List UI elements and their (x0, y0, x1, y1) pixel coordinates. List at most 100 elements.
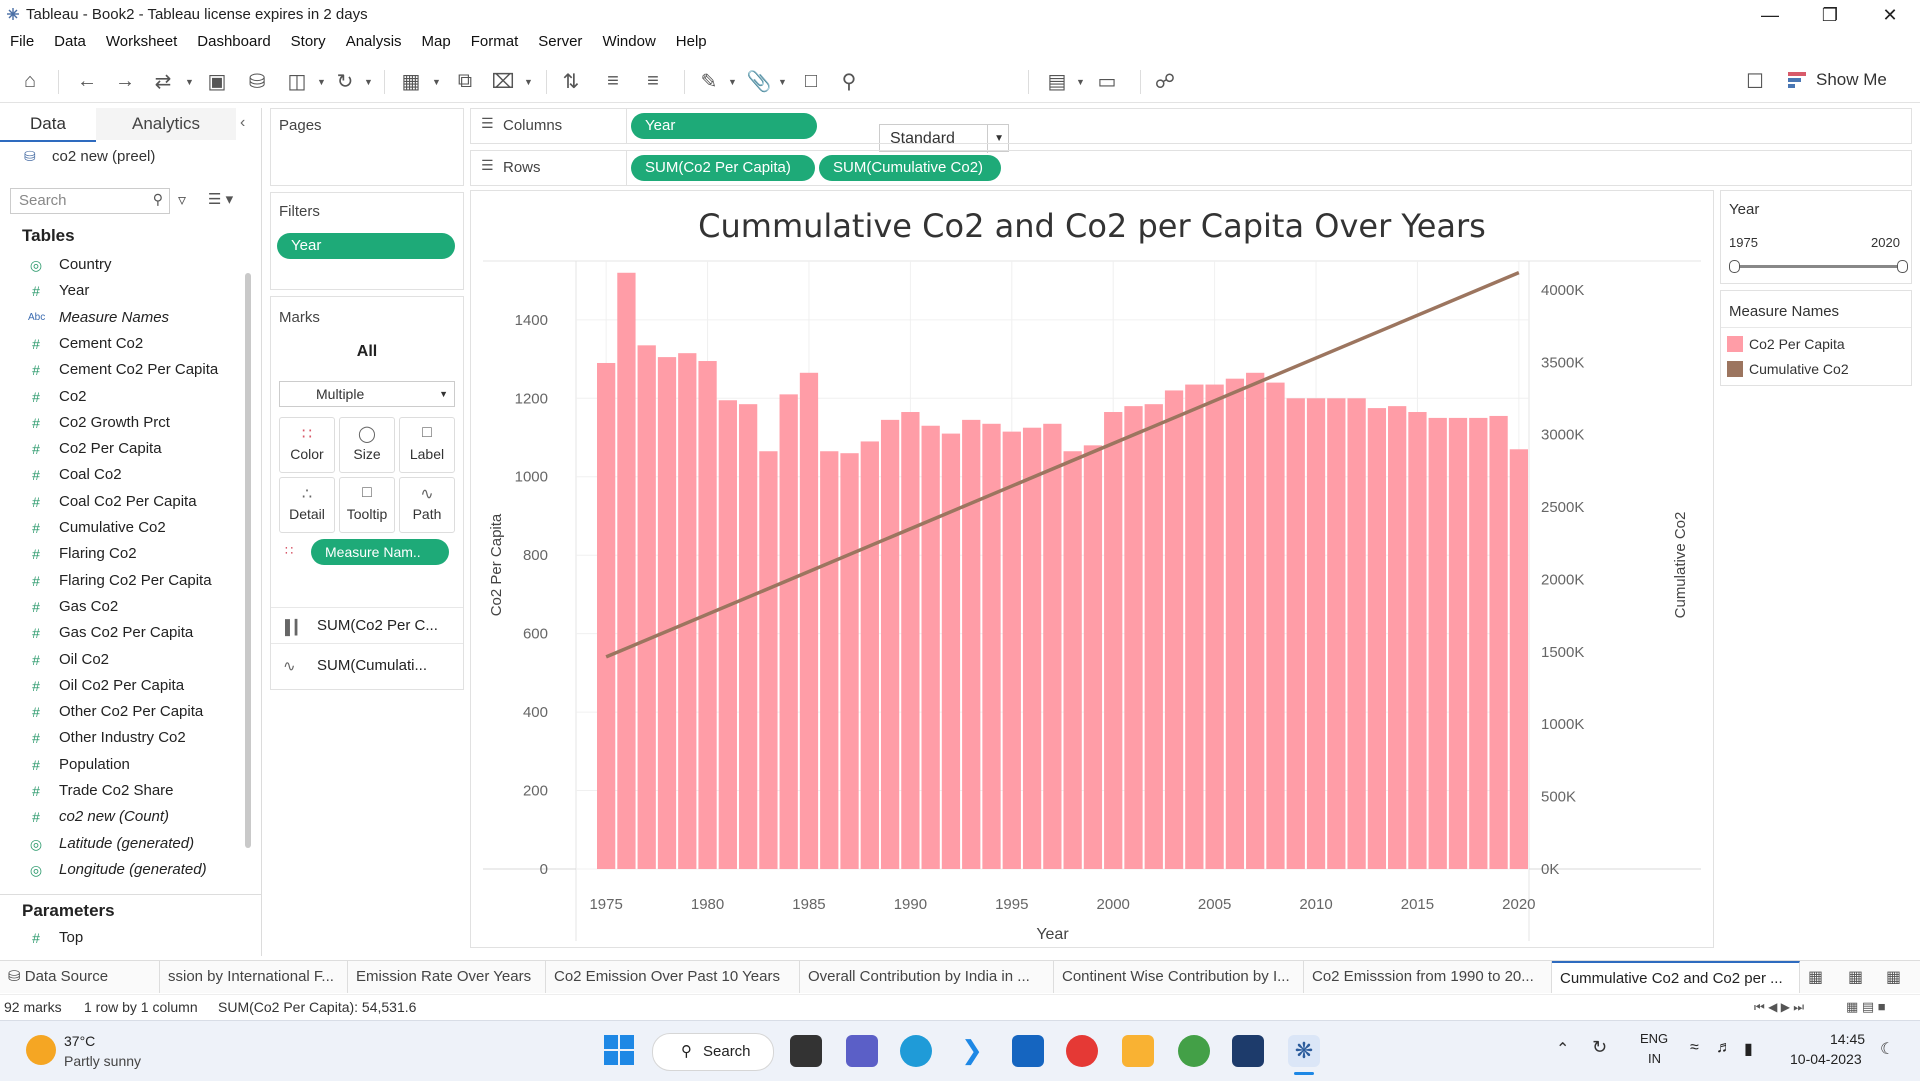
fit-select[interactable]: Standard ▼ (879, 124, 1009, 153)
field-item[interactable]: ◎ Latitude (generated) (0, 832, 245, 856)
refresh-icon[interactable]: ↻ (336, 70, 354, 93)
sheet-tab[interactable]: ssion by International F... (160, 961, 348, 993)
filter-icon[interactable]: ▿ (178, 192, 187, 209)
field-item[interactable]: # Cement Co2 Per Capita (0, 358, 245, 382)
measure-cumulative-co2[interactable]: SUM(Cumulati... (317, 657, 428, 674)
year-slider-handle-min[interactable] (1729, 260, 1740, 273)
menu-format[interactable]: Format (470, 33, 519, 50)
parameter-item[interactable]: # Top (0, 926, 245, 950)
show-mark-labels-icon[interactable]: □ (804, 69, 818, 92)
highlight-icon[interactable]: ✎ (700, 70, 718, 93)
field-item[interactable]: # co2 new (Count) (0, 805, 245, 829)
field-item[interactable]: # Year (0, 279, 245, 303)
sheet-tab-active[interactable]: Cummulative Co2 and Co2 per ... (1552, 961, 1800, 993)
year-range-slider[interactable] (1733, 265, 1901, 268)
field-item[interactable]: # Co2 Per Capita (0, 437, 245, 461)
pause-updates-icon[interactable]: ◫ (287, 70, 307, 93)
menu-file[interactable]: File (10, 33, 35, 50)
vscode-icon[interactable]: ❯ (961, 1035, 983, 1065)
store-icon[interactable] (1012, 1035, 1044, 1067)
menu-data[interactable]: Data (54, 33, 86, 50)
field-item[interactable]: # Cumulative Co2 (0, 516, 245, 540)
sql-icon[interactable] (1232, 1035, 1264, 1067)
sheet-nav-icons[interactable]: ⏮ ◀ ▶ ⏭ (1754, 1000, 1805, 1014)
sheet-tab[interactable]: Overall Contribution by India in ... (800, 961, 1054, 993)
field-list-scrollbar[interactable] (245, 273, 251, 848)
field-item[interactable]: # Co2 (0, 385, 245, 409)
format-painter-icon[interactable]: ☐ (1746, 70, 1764, 93)
chart-view[interactable]: Cummulative Co2 and Co2 per Capita Over … (470, 190, 1714, 948)
menu-help[interactable]: Help (675, 33, 707, 50)
marks-path-button[interactable]: ∿ Path (399, 477, 455, 533)
chrome-icon[interactable] (1066, 1035, 1098, 1067)
edge-icon[interactable] (900, 1035, 932, 1067)
pages-card[interactable]: Pages (270, 108, 464, 186)
sheet-tab[interactable]: Co2 Emisssion from 1990 to 20... (1304, 961, 1552, 993)
battery-icon[interactable]: ▮ (1744, 1041, 1753, 1058)
legend-item-cumulative-co2[interactable]: Cumulative Co2 (1749, 361, 1849, 377)
legend-item-co2-per-capita[interactable]: Co2 Per Capita (1749, 336, 1845, 352)
sheet-tab[interactable]: Co2 Emission Over Past 10 Years (546, 961, 800, 993)
replay-icon[interactable]: ⇄ (154, 70, 172, 93)
sync-icon[interactable]: ↻ (1592, 1037, 1608, 1057)
field-item[interactable]: # Coal Co2 Per Capita (0, 490, 245, 514)
share-icon[interactable]: ☍ (1154, 70, 1176, 93)
rows-pill-cumulative-co2[interactable]: SUM(Cumulative Co2) (819, 155, 1001, 181)
sheet-tab[interactable]: Continent Wise Contribution by I... (1054, 961, 1304, 993)
clock-time[interactable]: 14:45 (1830, 1031, 1866, 1047)
windows-start-icon[interactable] (604, 1035, 634, 1065)
redo-icon[interactable]: → (115, 69, 135, 92)
tableau-taskbar-icon[interactable]: ❋ (1288, 1035, 1320, 1067)
restore-button[interactable]: ❐ (1821, 5, 1839, 25)
duplicate-sheet-icon[interactable]: ⧉ (457, 69, 473, 92)
marks-all-tab[interactable]: All (356, 343, 378, 360)
show-me-button[interactable]: Show Me (1816, 70, 1887, 89)
language-indicator[interactable]: ENG (1640, 1031, 1669, 1046)
field-item[interactable]: # Other Co2 Per Capita (0, 700, 245, 724)
field-item[interactable]: # Gas Co2 (0, 595, 245, 619)
rows-shelf[interactable]: ☰ Rows SUM(Co2 Per Capita) SUM(Cumulativ… (470, 150, 1912, 186)
field-item[interactable]: # Oil Co2 (0, 648, 245, 672)
home-icon[interactable]: ⌂ (23, 69, 37, 92)
marks-size-button[interactable]: ◯ Size (339, 417, 395, 473)
tab-data[interactable]: Data (0, 108, 96, 142)
sort-ascending-icon[interactable]: ≡ (607, 69, 619, 92)
chevron-up-icon[interactable]: ⌃ (1556, 1041, 1570, 1058)
language-region[interactable]: IN (1648, 1051, 1661, 1066)
swap-rows-columns-icon[interactable]: ⇅ (562, 70, 580, 93)
marks-color-button[interactable]: ∷ Color (279, 417, 335, 473)
clear-sheet-icon[interactable]: ⌧ (491, 70, 515, 93)
show-cards-icon[interactable]: ▤ (1047, 70, 1067, 93)
wifi-icon[interactable]: ≈ (1690, 1039, 1699, 1056)
marks-tooltip-button[interactable]: □ Tooltip (339, 477, 395, 533)
menu-window[interactable]: Window (602, 33, 656, 50)
chrome-profile-icon[interactable] (1178, 1035, 1210, 1067)
volume-icon[interactable]: ♬ (1716, 1039, 1732, 1056)
undo-icon[interactable]: ← (77, 69, 97, 92)
year-slider-handle-max[interactable] (1897, 260, 1908, 273)
new-worksheet-icon[interactable]: ▦ (401, 70, 421, 93)
file-explorer-icon[interactable] (1122, 1035, 1154, 1067)
clock-date[interactable]: 10-04-2023 (1790, 1051, 1862, 1067)
fix-axes-icon[interactable]: ⚲ (841, 70, 857, 93)
view-options-icon[interactable]: ☰ ▾ (208, 191, 234, 208)
datasource-name[interactable]: co2 new (preel) (52, 148, 156, 165)
new-dashboard-tab-icon[interactable]: ▦ (1848, 969, 1864, 986)
taskbar-search[interactable]: ⚲ Search (652, 1033, 774, 1071)
mark-type-select[interactable]: Multiple ▼ (279, 381, 455, 407)
menu-analysis[interactable]: Analysis (345, 33, 402, 50)
save-icon[interactable]: ▣ (207, 70, 227, 93)
field-item[interactable]: Abc Measure Names (0, 306, 245, 330)
taskview-icon[interactable] (790, 1035, 822, 1067)
field-item[interactable]: # Cement Co2 (0, 332, 245, 356)
field-item[interactable]: ◎ Country (0, 253, 245, 277)
collapse-pane-icon[interactable]: ‹ (240, 114, 246, 131)
field-item[interactable]: # Co2 Growth Prct (0, 411, 245, 435)
menu-server[interactable]: Server (538, 33, 583, 50)
minimize-button[interactable]: — (1761, 5, 1779, 25)
measure-co2-per-capita[interactable]: SUM(Co2 Per C... (317, 617, 438, 634)
menu-map[interactable]: Map (421, 33, 451, 50)
weather-temp[interactable]: 37°C (64, 1033, 96, 1049)
columns-shelf[interactable]: ☰ Columns Year (470, 108, 1912, 144)
field-item[interactable]: # Flaring Co2 (0, 542, 245, 566)
